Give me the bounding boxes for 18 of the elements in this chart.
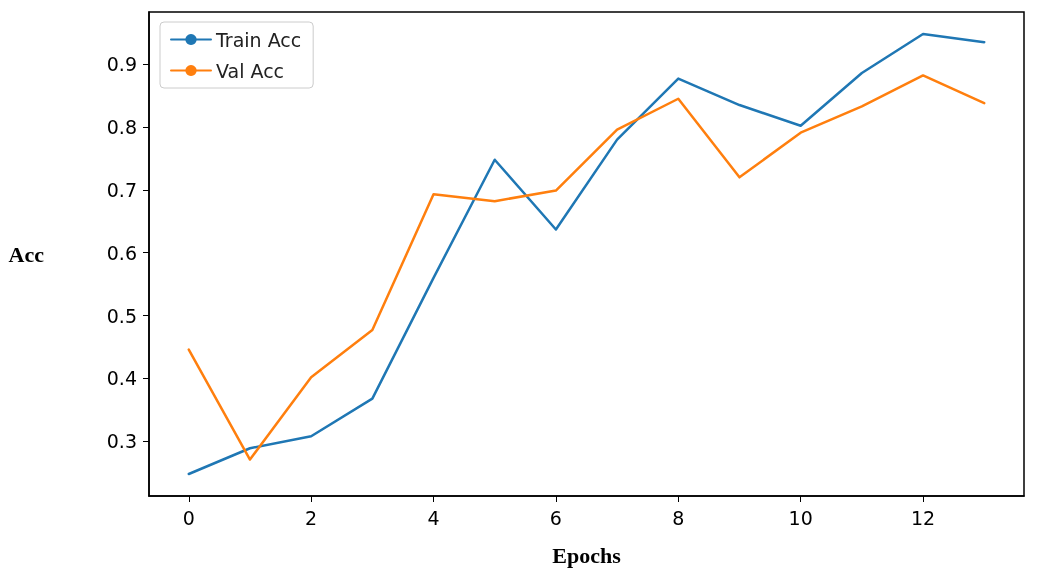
x-tick-label: 6: [549, 506, 562, 529]
y-tick-label: 0.8: [106, 116, 137, 139]
x-tick-label: 10: [788, 506, 813, 529]
y-tick-label: 0.3: [106, 430, 137, 453]
x-tick-label: 12: [910, 506, 936, 529]
y-tick-label: 0.7: [106, 178, 137, 201]
y-tick-label: 0.4: [106, 367, 137, 390]
x-axis-title: Epochs: [552, 542, 622, 568]
x-tick-label: 8: [672, 506, 685, 529]
y-tick-label: 0.5: [106, 304, 137, 327]
x-tick-label: 4: [427, 506, 440, 529]
y-tick-label: 0.6: [106, 241, 137, 264]
legend-label: Train Acc: [215, 28, 302, 51]
legend-label: Val Acc: [216, 59, 285, 82]
x-tick-label: 2: [305, 506, 318, 529]
y-tick-label: 0.9: [106, 53, 137, 76]
x-tick-label: 0: [182, 506, 195, 529]
y-axis-title: Acc: [8, 241, 45, 267]
